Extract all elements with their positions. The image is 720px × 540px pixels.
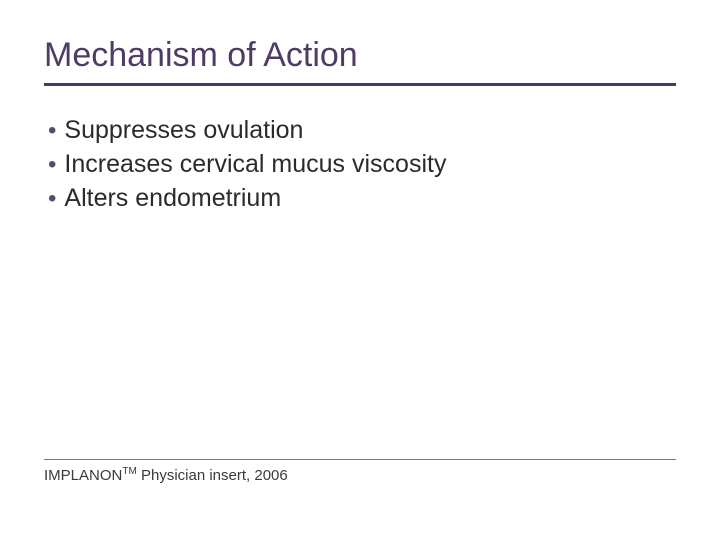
footer-rule xyxy=(44,459,676,460)
bullet-marker: • xyxy=(48,114,56,148)
slide-title: Mechanism of Action xyxy=(44,36,676,86)
trademark-symbol: TM xyxy=(122,466,136,477)
list-item: • Increases cervical mucus viscosity xyxy=(48,148,676,182)
footer-product: IMPLANON xyxy=(44,467,122,484)
bullet-list: • Suppresses ovulation • Increases cervi… xyxy=(44,114,676,215)
bullet-text: Suppresses ovulation xyxy=(64,114,303,148)
bullet-marker: • xyxy=(48,148,56,182)
footer-rest: Physician insert, 2006 xyxy=(137,467,288,484)
list-item: • Alters endometrium xyxy=(48,182,676,216)
slide-container: Mechanism of Action • Suppresses ovulati… xyxy=(0,0,720,540)
bullet-marker: • xyxy=(48,182,56,216)
list-item: • Suppresses ovulation xyxy=(48,114,676,148)
footer: IMPLANONTM Physician insert, 2006 xyxy=(44,459,676,484)
bullet-text: Increases cervical mucus viscosity xyxy=(64,148,446,182)
footer-citation: IMPLANONTM Physician insert, 2006 xyxy=(44,466,676,484)
bullet-text: Alters endometrium xyxy=(64,182,281,216)
